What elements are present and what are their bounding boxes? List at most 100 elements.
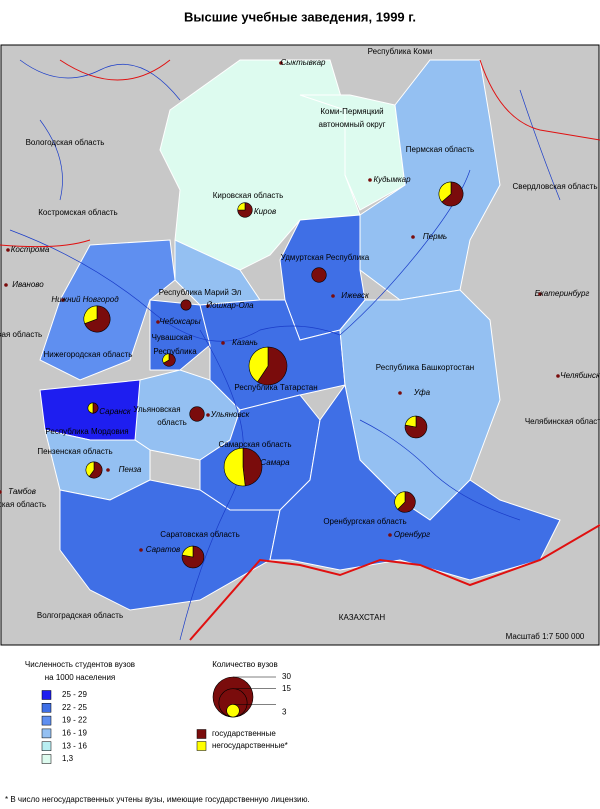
- city-dot: [4, 283, 8, 287]
- pie-slice: [88, 461, 103, 479]
- legend-label: негосударственные*: [212, 741, 288, 750]
- pie-slice: [180, 299, 192, 311]
- region-label: Волгоградская область: [37, 611, 123, 620]
- city-dot: [556, 374, 560, 378]
- legend-label: 16 - 19: [62, 729, 87, 738]
- city-label: Ижевск: [341, 291, 370, 300]
- legend-size-label: 3: [282, 707, 287, 716]
- city-label: Йошкар-Ола: [206, 301, 254, 310]
- city-dot: [206, 304, 210, 308]
- pie-slice: [83, 305, 98, 325]
- legend-size: [226, 704, 240, 718]
- pie-slice: [397, 491, 416, 513]
- region-label: Челябинская область: [525, 417, 600, 426]
- pie-slice: [242, 447, 263, 487]
- pie-slice: [87, 402, 94, 414]
- city-label: Оренбург: [394, 530, 430, 539]
- city-label: Казань: [232, 338, 258, 347]
- pie-slice: [257, 346, 288, 386]
- region-label: Республика: [153, 347, 197, 356]
- region-label: Республика Башкортостан: [376, 363, 474, 372]
- city-label: Ульяновск: [210, 410, 251, 419]
- city-label: Самара: [260, 458, 290, 467]
- pie-slice: [181, 545, 194, 558]
- region-label: Самарская область: [218, 440, 291, 449]
- legend-swatch: [196, 729, 207, 739]
- region: [39, 239, 176, 381]
- city-dot: [0, 490, 2, 494]
- scale: Масштаб 1:7 500 000: [506, 632, 585, 641]
- pie-slice: [404, 415, 417, 428]
- legend-label: 22 - 25: [62, 703, 87, 712]
- region: [299, 94, 406, 211]
- city-dot: [61, 298, 65, 302]
- city-label: Челябинск: [560, 371, 600, 380]
- city-dot: [538, 292, 542, 296]
- region-label: Костромская область: [38, 208, 117, 217]
- city-dot: [398, 391, 402, 395]
- city-dot: [139, 548, 143, 552]
- city-dot: [331, 294, 335, 298]
- region-label: Нижегородская область: [44, 350, 133, 359]
- region-label: Коми-Пермяцкий: [320, 107, 383, 116]
- region-label: Ульяновская: [133, 405, 180, 414]
- legend-size-label: 30: [282, 672, 291, 681]
- city-label: Пенза: [119, 465, 142, 474]
- legend-label: 25 - 29: [62, 690, 87, 699]
- pie-slice: [85, 461, 95, 478]
- labels: Республика Коми Вологодская область Коми-П…: [0, 47, 600, 641]
- city-dot: [206, 413, 210, 417]
- pie-slice: [237, 202, 246, 211]
- state-border: [189, 524, 600, 641]
- legend-swatch: [41, 754, 52, 764]
- legend-label: 19 - 22: [62, 716, 87, 725]
- region-label: Республика Татарстан: [234, 383, 317, 392]
- region-label: Удмуртская Республика: [281, 253, 370, 262]
- city-label: Нижний Новгород: [51, 295, 119, 304]
- region-label: Вологодская область: [26, 138, 105, 147]
- city-dot: [279, 61, 283, 65]
- city-label: Кудымкар: [373, 175, 411, 184]
- legend-swatch: [41, 728, 52, 739]
- city-dot: [388, 533, 392, 537]
- legend-title: Количество вузов: [212, 660, 278, 669]
- city-dot: [368, 178, 372, 182]
- legend-label: 13 - 16: [62, 741, 87, 750]
- legend-label: государственные: [212, 729, 276, 738]
- city-dot: [106, 468, 110, 472]
- pie-slice: [223, 447, 246, 487]
- footnote: * В число негосударственных учтены вузы,…: [5, 795, 310, 804]
- region: [359, 59, 501, 301]
- region-label: Саратовская область: [160, 530, 240, 539]
- pies: [83, 181, 464, 569]
- region-label: ская область: [0, 330, 42, 339]
- pie-slice: [248, 346, 269, 383]
- pie-slice: [311, 267, 327, 283]
- region-label: Свердловская область: [513, 182, 598, 191]
- region-label: Пензенская область: [37, 447, 112, 456]
- pie-slice: [163, 353, 176, 367]
- region-label: Республика Коми: [368, 47, 433, 56]
- region-border: [0, 59, 600, 248]
- city-label: Уфа: [413, 388, 431, 397]
- city-label: Пермь: [423, 232, 447, 241]
- legend-swatch: [196, 741, 207, 751]
- title: Высшие учебные заведения, 1999 г.: [184, 9, 416, 24]
- pie-slice: [92, 402, 99, 414]
- pie-slice: [441, 181, 464, 207]
- pie-slice: [189, 406, 205, 422]
- pie-slice: [162, 353, 170, 364]
- region-label: Пермская область: [406, 145, 474, 154]
- regions: [39, 59, 561, 611]
- region-label: автономный округ: [319, 120, 386, 129]
- city-dot: [221, 341, 225, 345]
- legend-label: 1,3: [62, 754, 74, 763]
- pie-slice: [394, 491, 406, 510]
- city-label: Кострома: [11, 245, 50, 254]
- region-label: Кировская область: [213, 191, 284, 200]
- city-dot: [156, 320, 160, 324]
- legend-title: на 1000 населения: [45, 673, 116, 682]
- city-label: Екатеринбург: [535, 289, 590, 298]
- city-label: Киров: [254, 207, 276, 216]
